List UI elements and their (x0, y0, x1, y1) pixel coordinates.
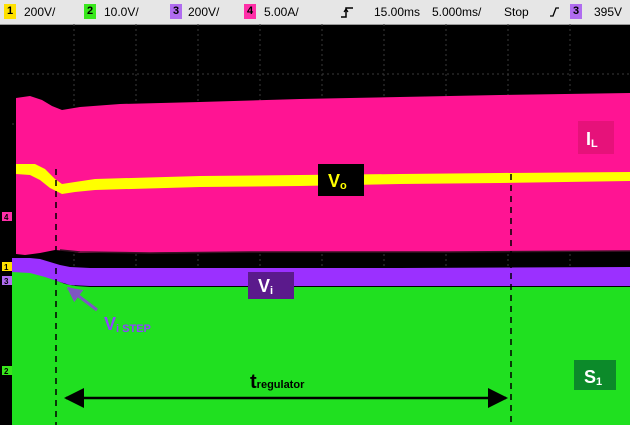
marker-ch1[interactable]: 1 (4, 263, 9, 272)
channel-3-badge[interactable]: 3 (170, 4, 182, 19)
vi-step-label: Vi STEP (104, 314, 151, 335)
run-state[interactable]: Stop (504, 5, 529, 19)
trigger-delay[interactable]: 15.00ms (374, 5, 421, 19)
trigger-slope-icon[interactable] (548, 5, 560, 19)
channel-3-scale[interactable]: 200V/ (188, 5, 220, 19)
channel-4-scale[interactable]: 5.00A/ (264, 5, 299, 19)
s1-label: S1 (584, 367, 602, 388)
channel-2-scale[interactable]: 10.0V/ (104, 5, 139, 19)
marker-ch3[interactable]: 3 (4, 277, 9, 286)
s1-trace (12, 271, 630, 425)
marker-ch2[interactable]: 2 (4, 367, 9, 376)
waveform-plot: IL Vo Vi Vi STEP S1 tregulator 4 1 3 2 (2, 24, 630, 425)
channel-4-badge[interactable]: 4 (244, 4, 256, 19)
marker-ch4[interactable]: 4 (4, 213, 9, 222)
channel-2-badge[interactable]: 2 (84, 4, 96, 19)
channel-1-scale[interactable]: 200V/ (24, 5, 56, 19)
trigger-level[interactable]: 395V (594, 5, 623, 19)
vi-label: Vi (258, 276, 273, 297)
il-label-box (578, 121, 614, 154)
trigger-channel-badge[interactable]: 3 (570, 4, 582, 19)
channel-1-badge[interactable]: 1 (4, 4, 16, 19)
vi-trace (12, 258, 630, 286)
timebase[interactable]: 5.000ms/ (432, 5, 482, 19)
status-bar: 1 200V/ 2 10.0V/ 3 200V/ 4 5.00A/ 15.00m… (0, 0, 630, 25)
vo-label-box (318, 164, 364, 196)
vi-step-arrow (66, 286, 98, 312)
s1-label-box (574, 360, 616, 390)
vi-label-box (248, 272, 294, 299)
vo-label: Vo (328, 171, 347, 192)
rising-edge-trigger-icon[interactable] (340, 5, 354, 19)
left-channel-markers: 4 1 3 2 (2, 212, 12, 376)
il-ripple-edge (59, 249, 630, 254)
t-regulator-label: tregulator (250, 371, 305, 393)
il-label: IL (586, 129, 598, 150)
